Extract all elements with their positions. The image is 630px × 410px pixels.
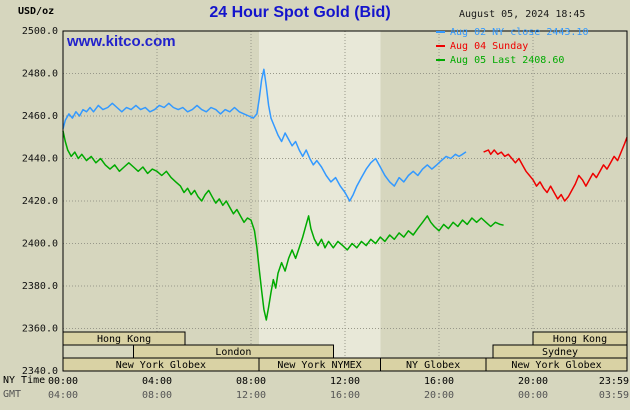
x-tick-gmt: 00:00 xyxy=(518,390,548,401)
session-label: NY Globex xyxy=(406,360,460,371)
y-tick-label: 2440.0 xyxy=(22,154,58,165)
legend-item-aug02: Aug 02 NY close 2443.10 xyxy=(436,25,588,39)
series-line-aug05 xyxy=(62,130,504,321)
x-tick-gmt: 04:00 xyxy=(48,390,78,401)
x-tick-gmt: 12:00 xyxy=(236,390,266,401)
session-label: Hong Kong xyxy=(553,334,607,345)
chart-title: 24 Hour Spot Gold (Bid) xyxy=(209,4,391,21)
legend-label: Aug 04 Sunday xyxy=(450,40,529,52)
kitco-watermark-link[interactable]: www.kitco.com xyxy=(67,33,176,50)
x-tick-gmt: 16:00 xyxy=(330,390,360,401)
y-tick-label: 2480.0 xyxy=(22,69,58,80)
units-label: USD/oz xyxy=(18,6,55,17)
series-line-aug02 xyxy=(62,68,467,202)
x-tick-gmt: 20:00 xyxy=(424,390,454,401)
legend-line-swatch-icon xyxy=(436,45,445,47)
y-tick-label: 2360.0 xyxy=(22,324,58,335)
series-line-aug04 xyxy=(483,137,628,202)
x-tick-ny-time: 08:00 xyxy=(236,376,266,387)
y-tick-label: 2460.0 xyxy=(22,111,58,122)
y-tick-label: 2400.0 xyxy=(22,239,58,250)
session-label: New York Globex xyxy=(116,360,206,371)
session-label: Sydney xyxy=(542,347,578,358)
ny-time-axis-label: NY Time xyxy=(3,375,46,386)
datetime-label: August 05, 2024 18:45 xyxy=(459,9,586,20)
x-tick-ny-time: 12:00 xyxy=(330,376,360,387)
legend-item-aug05: Aug 05 Last 2408.60 xyxy=(436,53,588,67)
legend-label: Aug 05 Last 2408.60 xyxy=(450,54,565,66)
y-tick-label: 2420.0 xyxy=(22,196,58,207)
session-label: Hong Kong xyxy=(97,334,151,345)
x-tick-gmt: 03:59 xyxy=(599,390,629,401)
session-label: New York Globex xyxy=(511,360,601,371)
x-tick-gmt: 08:00 xyxy=(142,390,172,401)
session-label: London xyxy=(215,347,251,358)
legend: Aug 02 NY close 2443.10 Aug 04 Sunday Au… xyxy=(436,25,588,67)
session-label: New York NYMEX xyxy=(277,360,361,371)
plot-border xyxy=(62,30,628,372)
gmt-axis-label: GMT xyxy=(3,389,22,400)
x-tick-ny-time: 00:00 xyxy=(48,376,78,387)
x-tick-ny-time: 20:00 xyxy=(518,376,548,387)
y-tick-label: 2340.0 xyxy=(22,366,58,377)
legend-line-swatch-icon xyxy=(436,59,445,61)
y-tick-label: 2500.0 xyxy=(22,26,58,37)
x-tick-ny-time: 16:00 xyxy=(424,376,454,387)
x-tick-ny-time: 23:59 xyxy=(599,376,629,387)
legend-line-swatch-icon xyxy=(436,31,445,33)
x-tick-ny-time: 04:00 xyxy=(142,376,172,387)
legend-item-aug04: Aug 04 Sunday xyxy=(436,39,588,53)
y-tick-label: 2380.0 xyxy=(22,281,58,292)
legend-label: Aug 02 NY close 2443.10 xyxy=(450,26,589,38)
